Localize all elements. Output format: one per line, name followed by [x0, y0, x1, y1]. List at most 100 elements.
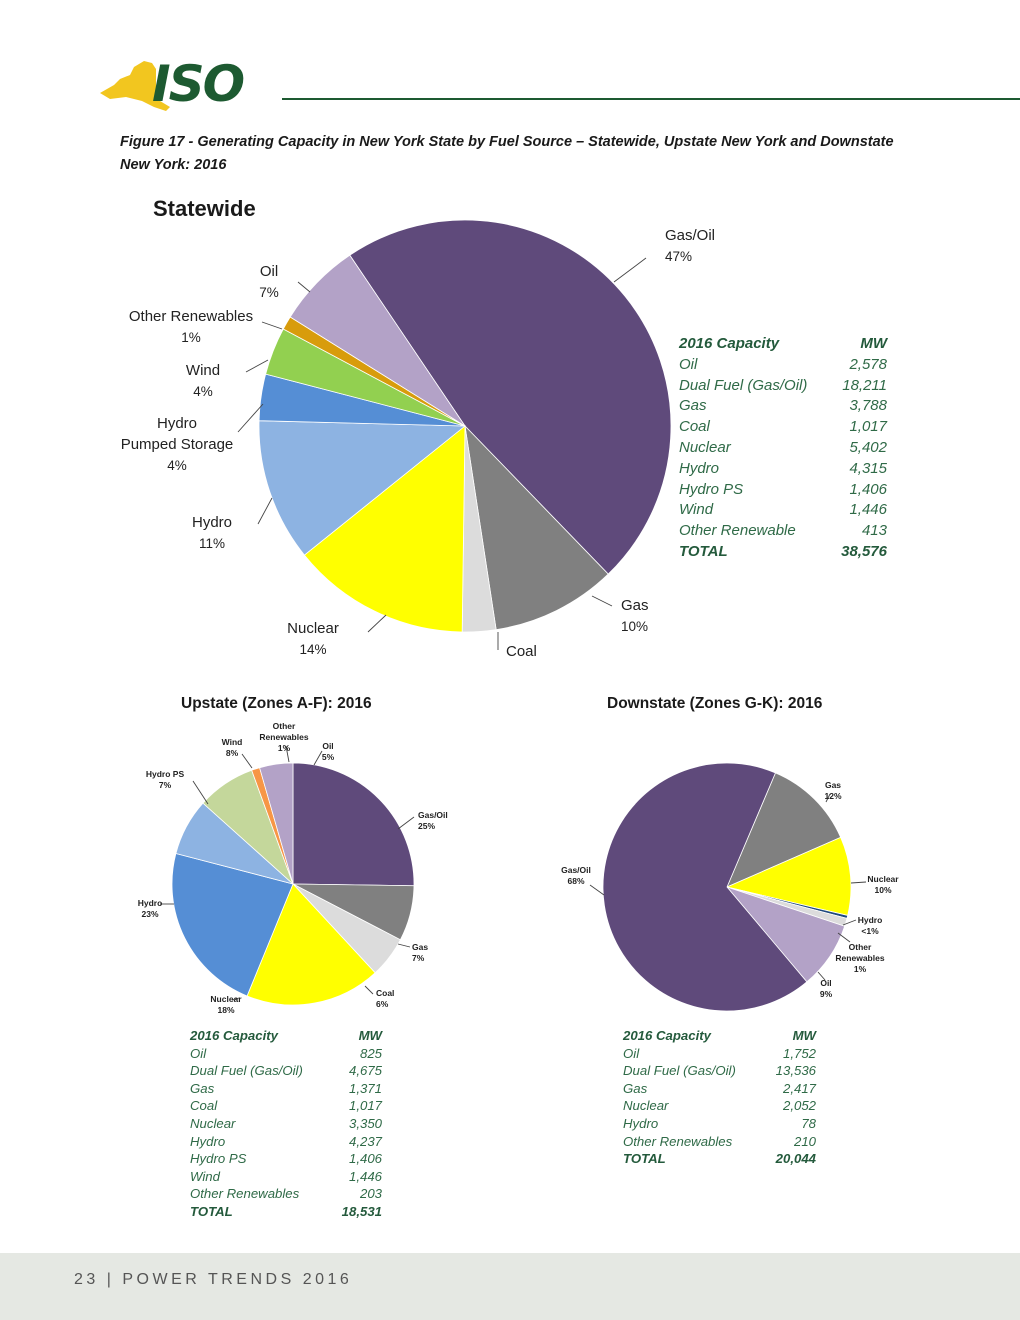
table-row: Oil 2,578: [679, 356, 887, 377]
table-total-row: TOTAL 18,531: [190, 1204, 382, 1222]
slice-name: Hydro: [157, 415, 197, 432]
table-label: Dual Fuel (Gas/Oil): [679, 376, 808, 394]
table-row: Nuclear 3,350: [190, 1116, 382, 1134]
leader-line: [842, 919, 857, 926]
table-label: Oil: [623, 1045, 640, 1061]
table-label: Gas: [623, 1080, 648, 1096]
table-row: Nuclear 5,402: [679, 439, 887, 460]
table-row: Wind 1,446: [679, 501, 887, 522]
slice-percent: 7%: [259, 285, 279, 300]
table-label: Wind: [190, 1168, 220, 1184]
table-label: Other Renewables: [190, 1186, 300, 1202]
table-value: 203: [359, 1186, 382, 1202]
table-label: Wind: [679, 501, 714, 519]
table-label: Oil: [679, 355, 698, 373]
table-row: Hydro 4,237: [190, 1134, 382, 1152]
slice-percent: 1%: [278, 743, 291, 753]
pie-slice-nuclear: [246, 883, 376, 1006]
slice-percent: 7%: [412, 953, 425, 963]
slice-label-hydro-ps: Hydro PS7%: [146, 769, 209, 805]
pie-slice-gas-oil: [349, 219, 672, 575]
pie-slice-oil: [259, 762, 294, 885]
statewide-chart-title: Statewide: [153, 196, 256, 221]
table-row: Dual Fuel (Gas/Oil) 4,675: [190, 1063, 382, 1081]
slice-name: Gas: [412, 942, 428, 952]
pie-slice-gas-oil: [292, 762, 415, 887]
table-header: 2016 Capacity MW: [623, 1028, 816, 1046]
table-value: 3,788: [849, 397, 887, 415]
table-label: Hydro: [190, 1133, 226, 1149]
table-value: 4,237: [348, 1133, 382, 1149]
table-row: Gas 2,417: [623, 1081, 816, 1099]
table-value: 5,402: [849, 438, 887, 456]
slice-name: Gas: [621, 597, 649, 614]
table-value: 413: [861, 522, 887, 540]
table-value: 1,017: [348, 1098, 382, 1114]
publication-title: POWER TRENDS 2016: [122, 1271, 353, 1288]
slice-percent: 12%: [824, 791, 841, 801]
table-total-row: TOTAL 20,044: [623, 1151, 816, 1169]
table-value: 38,576: [841, 542, 887, 560]
slice-name: Oil: [322, 741, 333, 751]
slice-name: Other: [849, 942, 872, 952]
table-row: Dual Fuel (Gas/Oil) 18,211: [679, 377, 887, 398]
slice-percent: 5%: [322, 752, 335, 762]
table-value: 1,017: [849, 418, 887, 436]
slice-percent: 7%: [159, 780, 172, 790]
downstate-chart-title: Downstate (Zones G-K): 2016: [607, 695, 823, 712]
statewide-capacity-table: 2016 Capacity MW Oil 2,578 Dual Fuel (Gas/Oi…: [679, 335, 887, 564]
table-row: Other Renewables 210: [623, 1134, 816, 1152]
table-label: TOTAL: [623, 1151, 666, 1167]
table-label: Nuclear: [679, 438, 731, 456]
table-row: Gas 1,371: [190, 1081, 382, 1099]
table-label: Dual Fuel (Gas/Oil): [190, 1063, 303, 1079]
table-value: 1,406: [348, 1151, 382, 1167]
slice-label-other-renewables: Other Renewables 1%: [129, 308, 283, 345]
slice-percent: 68%: [567, 876, 584, 886]
leader-line: [313, 750, 323, 766]
table-value: 2,417: [782, 1080, 816, 1096]
pie-slices: [171, 762, 415, 1006]
leader-line: [261, 321, 283, 330]
slice-label-coal: Coal: [497, 632, 537, 660]
footer-separator: |: [106, 1271, 115, 1288]
slice-name: Renewables: [259, 732, 308, 742]
slice-name: Renewables: [835, 953, 884, 963]
table-label: Other Renewables: [623, 1133, 733, 1149]
leader-line: [245, 359, 269, 373]
table-total-row: TOTAL 38,576: [679, 543, 887, 564]
leader-line: [285, 745, 290, 763]
slice-name: Nuclear: [867, 874, 899, 884]
leader-line: [241, 753, 253, 769]
slice-name: Gas/Oil: [561, 865, 591, 875]
pie-slice-hydro: [258, 420, 467, 556]
footer: 23 | POWER TRENDS 2016: [74, 1271, 352, 1289]
footer-band: [0, 1253, 1020, 1320]
nyiso-logo: ISO: [100, 55, 246, 113]
table-value: 1,446: [849, 501, 887, 519]
table-value: 13,536: [775, 1063, 816, 1079]
slice-percent: 10%: [621, 619, 648, 634]
pie-slices: [602, 762, 852, 1012]
table-value: MW: [860, 335, 887, 352]
slice-percent: 8%: [226, 748, 239, 758]
slice-name: Gas/Oil: [665, 227, 715, 244]
slice-name: Oil: [820, 978, 831, 988]
slice-name: Wind: [222, 737, 243, 747]
page-number: 23: [74, 1271, 99, 1288]
table-value: 18,211: [842, 376, 887, 394]
table-label: Gas: [679, 397, 707, 415]
table-label: 2016 Capacity: [679, 335, 780, 352]
leader-line: [591, 595, 613, 607]
table-value: 78: [801, 1115, 816, 1131]
leader-line: [397, 943, 411, 948]
slice-name: Hydro PS: [146, 769, 185, 779]
table-value: 2,052: [782, 1098, 816, 1114]
